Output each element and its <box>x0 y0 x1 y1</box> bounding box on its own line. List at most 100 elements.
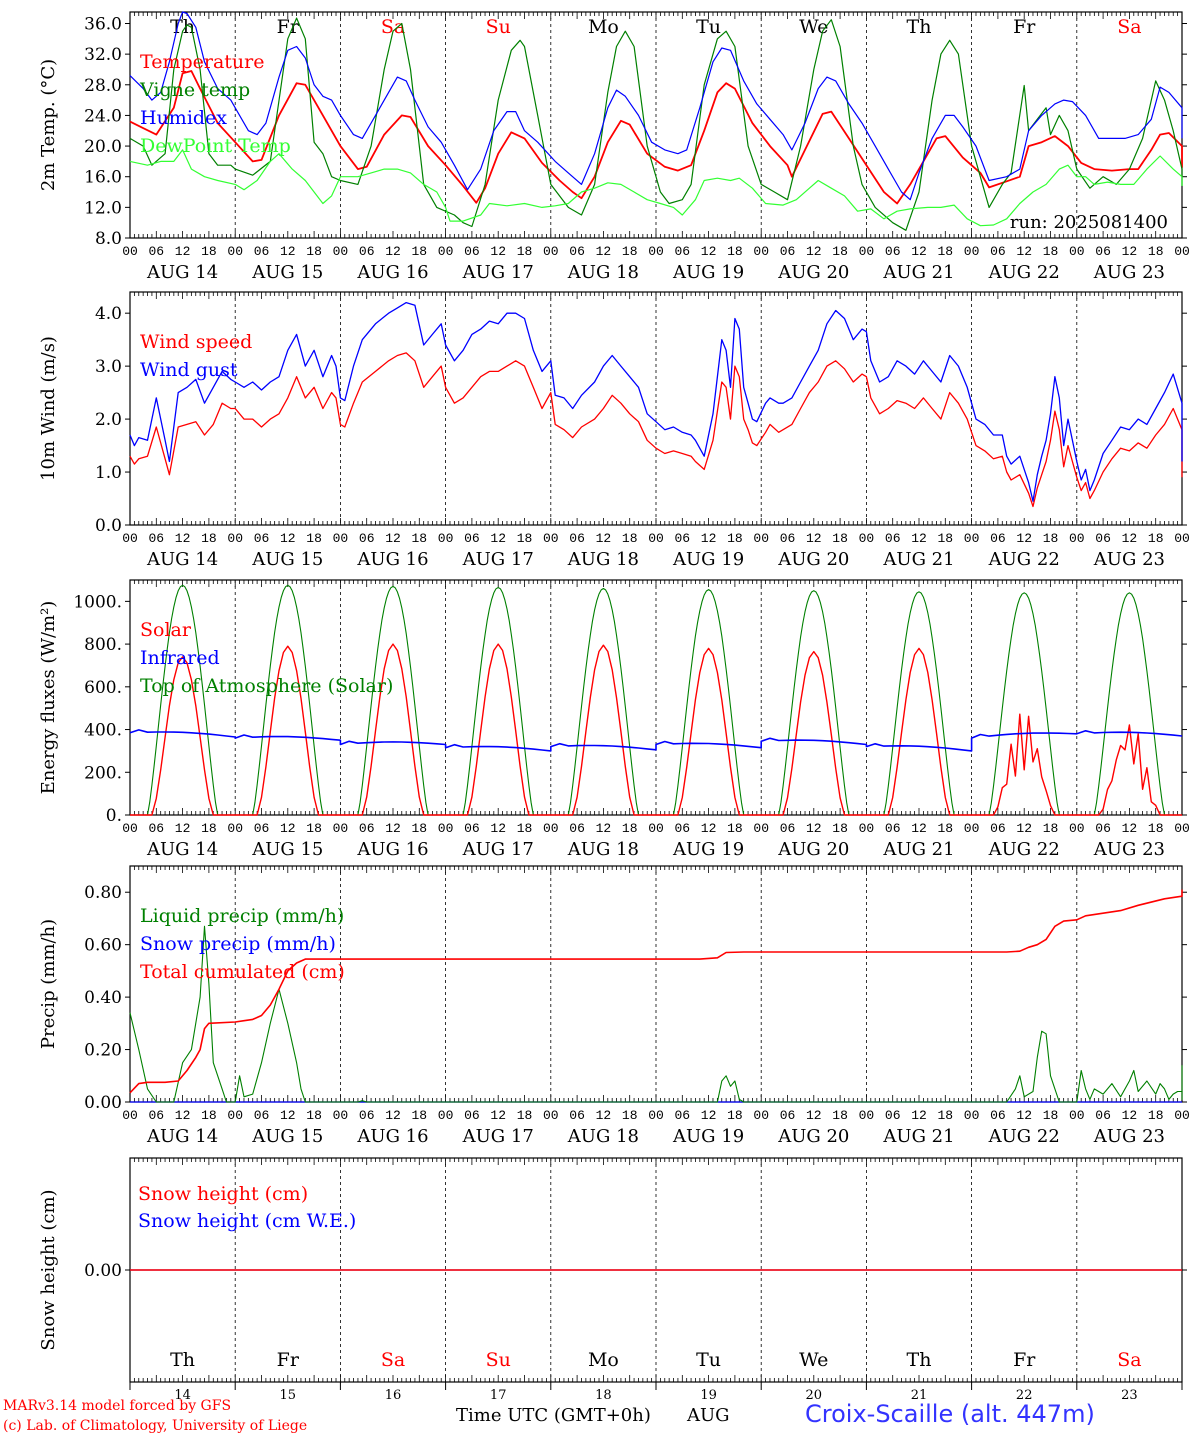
xaxis-title: Time UTC (GMT+0h) <box>456 1405 651 1426</box>
legend-vigne-temp: Vigne temp <box>139 79 250 101</box>
hour-label: 06 <box>148 1108 164 1123</box>
hour-label: 00 <box>1174 1108 1190 1123</box>
hour-label: 18 <box>937 1108 953 1123</box>
hour-label: 00 <box>753 244 769 259</box>
panel-4: 00 06 12 18 AUG 14 00 06 12 18 AUG 15 00 06 12 18 AUG … <box>38 865 1190 1147</box>
hour-label: 06 <box>254 531 270 546</box>
ytick-label: 0.0 <box>95 516 122 536</box>
date-label: AUG 22 <box>988 549 1060 570</box>
weekday-label: We <box>799 1349 828 1371</box>
ytick-label: 4.0 <box>95 304 122 324</box>
hour-label: 18 <box>201 244 217 259</box>
date-label: AUG 22 <box>988 262 1060 283</box>
hour-label: 00 <box>753 1108 769 1123</box>
hour-label: 06 <box>359 531 375 546</box>
hour-label: 06 <box>148 531 164 546</box>
hour-label: 18 <box>622 531 638 546</box>
weekday-label: Su <box>486 1349 511 1371</box>
hour-label: 18 <box>1043 531 1059 546</box>
hour-label: 00 <box>1069 531 1085 546</box>
weekday-label: Th <box>170 1349 195 1371</box>
panel-2: 00 06 12 18 AUG 14 00 06 12 18 AUG 15 00 06 12 18 AUG … <box>38 291 1190 570</box>
date-label: AUG 20 <box>777 549 849 570</box>
hour-label: 12 <box>596 244 612 259</box>
weekday-label: Sa <box>1117 16 1141 38</box>
weekday-label: Su <box>486 16 511 38</box>
ytick-label: 200. <box>84 763 122 783</box>
date-label: AUG 20 <box>777 262 849 283</box>
day-number: 14 <box>174 1388 191 1403</box>
day-number: 19 <box>700 1388 717 1403</box>
hour-label: 00 <box>438 244 454 259</box>
hour-label: 00 <box>333 244 349 259</box>
hour-label: 00 <box>964 1108 980 1123</box>
hour-label: 00 <box>648 821 664 836</box>
series-infrared <box>129 729 1183 752</box>
date-label: AUG 23 <box>1093 549 1165 570</box>
weekday-label: Th <box>907 16 932 38</box>
date-label: AUG 16 <box>356 549 428 570</box>
series-vigne-temp <box>129 17 1183 231</box>
date-label: AUG 23 <box>1093 262 1165 283</box>
date-label: AUG 19 <box>672 549 744 570</box>
hour-label: 18 <box>1148 531 1164 546</box>
hour-label: 18 <box>937 244 953 259</box>
legend-snow-height-cm-: Snow height (cm) <box>138 1183 308 1205</box>
date-label: AUG 22 <box>988 1126 1060 1147</box>
hour-label: 18 <box>201 1108 217 1123</box>
hour-label: 06 <box>1095 531 1111 546</box>
hour-label: 18 <box>517 821 533 836</box>
hour-label: 00 <box>859 531 875 546</box>
hour-label: 00 <box>964 531 980 546</box>
date-label: AUG 19 <box>672 1126 744 1147</box>
hour-label: 18 <box>832 531 848 546</box>
ytick-label: 1.0 <box>95 463 122 483</box>
hour-label: 18 <box>727 244 743 259</box>
date-label: AUG 18 <box>567 549 639 570</box>
date-label: AUG 22 <box>988 839 1060 860</box>
hour-label: 06 <box>780 531 796 546</box>
hour-label: 00 <box>1174 244 1190 259</box>
hour-label: 06 <box>464 821 480 836</box>
ytick-label: 32.0 <box>84 45 122 65</box>
hour-label: 06 <box>885 244 901 259</box>
hour-label: 00 <box>122 531 138 546</box>
series-humidex <box>129 11 1183 201</box>
hour-label: 18 <box>1148 821 1164 836</box>
hour-label: 12 <box>701 244 717 259</box>
hour-label: 12 <box>596 1108 612 1123</box>
hour-label: 00 <box>648 531 664 546</box>
weekday-label: Fr <box>1013 1349 1036 1371</box>
date-label: AUG 16 <box>356 839 428 860</box>
hour-label: 00 <box>333 821 349 836</box>
hour-label: 18 <box>1043 244 1059 259</box>
hour-label: 12 <box>280 531 296 546</box>
hour-label: 06 <box>990 531 1006 546</box>
hour-label: 06 <box>464 1108 480 1123</box>
hour-label: 00 <box>1069 244 1085 259</box>
day-number: 17 <box>490 1388 507 1403</box>
hour-label: 12 <box>490 531 506 546</box>
hour-label: 18 <box>411 1108 427 1123</box>
hour-label: 06 <box>569 531 585 546</box>
hour-label: 00 <box>438 821 454 836</box>
hour-label: 00 <box>753 821 769 836</box>
hour-label: 18 <box>1043 821 1059 836</box>
hour-label: 18 <box>517 531 533 546</box>
legend-snow-height-cm-w-e-: Snow height (cm W.E.) <box>138 1210 356 1232</box>
hour-label: 12 <box>911 531 927 546</box>
hour-label: 12 <box>385 1108 401 1123</box>
ytick-label: 24.0 <box>84 106 122 126</box>
ytick-label: 1000. <box>73 592 122 612</box>
hour-label: 18 <box>306 821 322 836</box>
hour-label: 00 <box>753 531 769 546</box>
hour-label: 00 <box>859 244 875 259</box>
date-label: AUG 21 <box>882 1126 954 1147</box>
hour-label: 06 <box>1095 821 1111 836</box>
hour-label: 06 <box>885 821 901 836</box>
date-label: AUG 17 <box>462 839 534 860</box>
date-label: AUG 19 <box>672 262 744 283</box>
hour-label: 00 <box>1069 821 1085 836</box>
weekday-label: Tu <box>696 1349 721 1371</box>
hour-label: 06 <box>1095 244 1111 259</box>
